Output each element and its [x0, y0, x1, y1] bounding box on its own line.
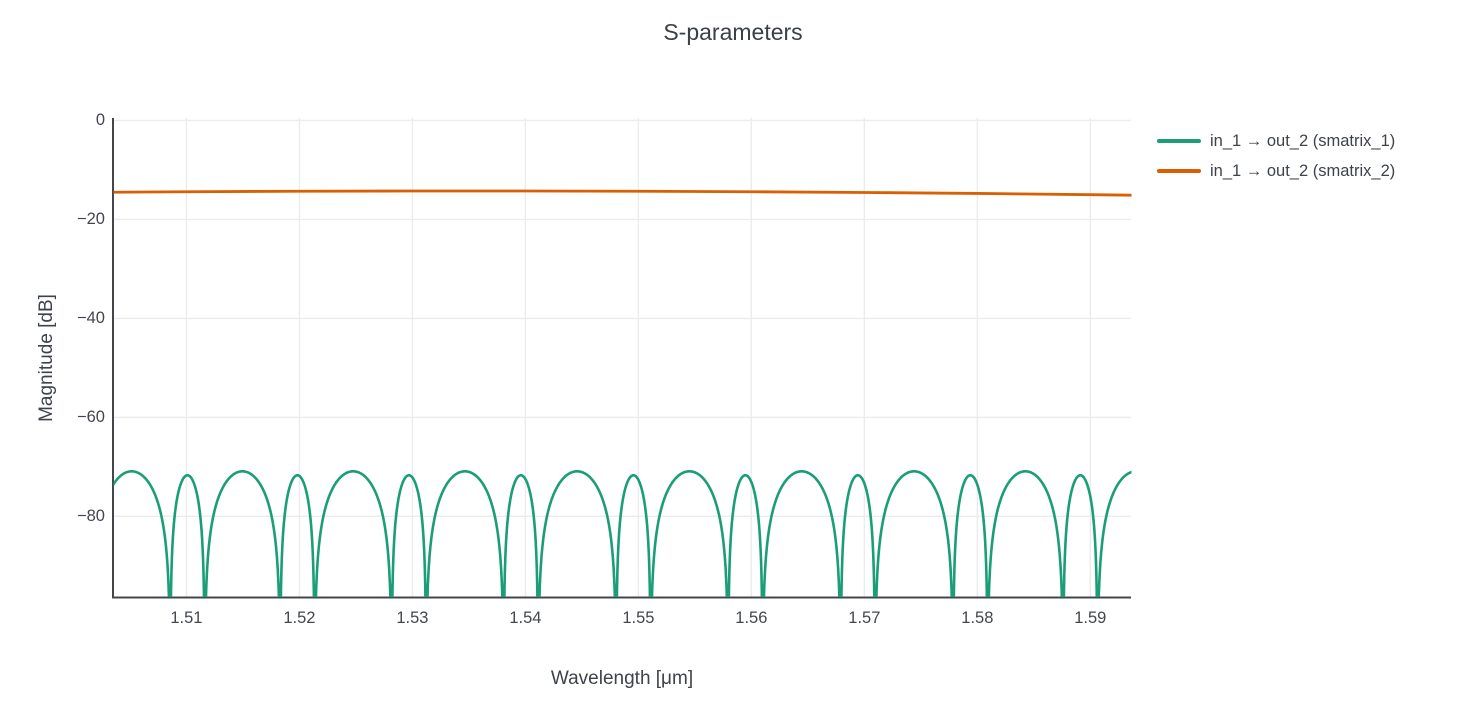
x-tick-label: 1.57 [848, 609, 881, 627]
legend: in_1 → out_2 (smatrix_1) in_1 → out_2 (s… [1157, 126, 1395, 186]
legend-line-swatch-2 [1157, 169, 1201, 173]
x-tick-label: 1.59 [1074, 609, 1107, 627]
axis-spines [112, 118, 1131, 599]
legend-label: in_1 → out_2 (smatrix_2) [1210, 161, 1396, 180]
x-tick-label: 1.55 [622, 609, 655, 627]
x-tick-label: 1.52 [283, 609, 316, 627]
x-tick-label: 1.58 [961, 609, 994, 627]
gridlines [113, 118, 1131, 597]
y-tick-label: −20 [77, 210, 105, 229]
x-tick-label: 1.54 [509, 609, 542, 627]
x-tick-label: 1.53 [396, 609, 429, 627]
y-tick-label: −80 [77, 507, 105, 526]
legend-label: in_1 → out_2 (smatrix_1) [1210, 131, 1396, 150]
series-line-smatrix-1[interactable] [113, 470, 1132, 715]
chart-title: S-parameters [663, 19, 803, 45]
y-tick-label: 0 [95, 111, 105, 130]
legend-line-swatch-1 [1157, 139, 1201, 143]
x-tick-label: 1.51 [170, 609, 203, 627]
x-axis-title: Wavelength [μm] [550, 668, 694, 689]
legend-item-smatrix-1[interactable]: in_1 → out_2 (smatrix_1) [1157, 126, 1395, 156]
legend-item-smatrix-2[interactable]: in_1 → out_2 (smatrix_2) [1157, 156, 1395, 186]
series-line-smatrix-2[interactable] [113, 189, 1132, 197]
y-tick-label: −60 [77, 408, 105, 427]
x-tick-label: 1.56 [735, 609, 768, 627]
y-tick-label: −40 [77, 309, 105, 328]
